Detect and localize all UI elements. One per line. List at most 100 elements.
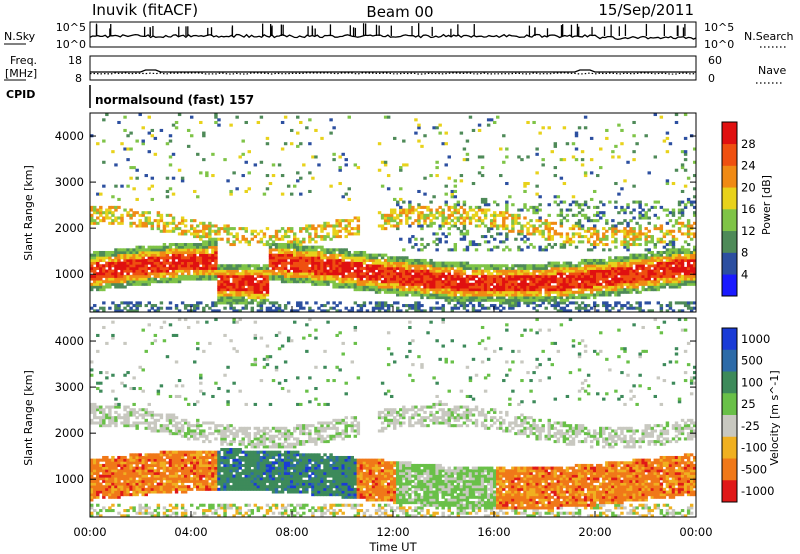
power-cell [602, 227, 606, 231]
power-cell [486, 227, 491, 231]
power-cell [420, 304, 424, 308]
velocity-cell [114, 490, 118, 494]
velocity-cell [99, 418, 103, 422]
power-cell [226, 296, 230, 300]
velocity-cell [117, 458, 121, 462]
velocity-cell [126, 485, 130, 489]
power-cell [241, 280, 245, 284]
power-cell [499, 304, 503, 308]
power-cell [235, 269, 239, 273]
power-cell [111, 150, 115, 154]
power-cell [286, 229, 291, 233]
power-cell [241, 139, 245, 143]
power-cell [308, 256, 312, 260]
power-cell [383, 261, 388, 265]
power-cell [635, 232, 639, 236]
power-cell [671, 224, 676, 228]
power-cell [565, 296, 570, 300]
power-cell [365, 309, 370, 313]
power-cell [468, 301, 473, 305]
power-cell [393, 282, 397, 286]
power-cell [683, 274, 688, 278]
power-cell [677, 258, 682, 262]
power-cell [99, 211, 103, 215]
power-cell [250, 296, 255, 300]
power-cell [456, 269, 461, 273]
power-cell [641, 258, 645, 262]
power-cell [620, 187, 624, 191]
power-cell [577, 264, 582, 268]
power-cell [450, 296, 454, 300]
power-cell [293, 258, 297, 262]
power-cell [632, 261, 636, 265]
power-cell [123, 253, 127, 257]
power-cell [326, 248, 330, 252]
power-cell [617, 229, 621, 233]
velocity-cell [108, 463, 112, 467]
power-cell [508, 269, 512, 273]
power-cell [114, 216, 118, 220]
power-cell [659, 240, 664, 244]
power-cell [456, 306, 461, 310]
power-cell [605, 288, 609, 292]
power-cell [168, 250, 173, 255]
power-cell [526, 181, 530, 186]
power-cell [377, 266, 382, 270]
power-cell [374, 288, 379, 292]
power-cell [435, 296, 439, 300]
power-cell [450, 213, 454, 217]
power-cell [683, 266, 688, 270]
power-cell [414, 304, 418, 308]
power-cell [586, 219, 591, 223]
power-cell [577, 274, 582, 278]
power-cell [386, 266, 391, 270]
power-cell [502, 248, 506, 252]
power-cell [90, 285, 94, 289]
power-cell [211, 174, 215, 178]
power-cell [535, 184, 539, 188]
power-cell [308, 277, 312, 281]
power-cell [483, 224, 488, 228]
power-cell [114, 205, 118, 209]
velocity-cell [126, 371, 130, 375]
power-cell [359, 256, 364, 260]
power-cell [93, 282, 97, 286]
power-cell [489, 272, 494, 276]
power-cell [574, 301, 579, 305]
power-cell [559, 296, 564, 300]
power-cell [471, 306, 476, 310]
power-cell [435, 166, 439, 170]
power-cell [689, 224, 694, 228]
power-cell [223, 229, 227, 233]
power-cell [141, 139, 145, 143]
power-cell [96, 282, 100, 286]
power-cell [447, 290, 451, 294]
power-cell [650, 205, 654, 209]
power-cell [492, 290, 497, 294]
power-cell [259, 296, 264, 300]
power-cell [505, 298, 509, 302]
power-cell [511, 203, 515, 207]
power-cell [147, 245, 151, 249]
power-cell [396, 261, 400, 265]
power-cell [686, 224, 691, 228]
power-cell [489, 296, 494, 300]
power-cell [196, 272, 200, 276]
power-cell [438, 266, 442, 270]
power-cell [193, 277, 197, 281]
power-cell [350, 264, 355, 268]
power-cell [235, 296, 239, 300]
power-cell [523, 274, 527, 278]
power-cell [408, 264, 412, 268]
power-cell [244, 237, 248, 241]
power-cell [320, 264, 324, 268]
power-cell [465, 298, 470, 302]
velocity-cell [111, 469, 115, 473]
power-cell [620, 258, 624, 262]
power-cell [114, 282, 118, 286]
power-cell [592, 296, 597, 300]
power-cell [344, 250, 348, 255]
power-cell [268, 253, 273, 257]
power-cell [235, 309, 239, 313]
power-cell [302, 272, 306, 276]
